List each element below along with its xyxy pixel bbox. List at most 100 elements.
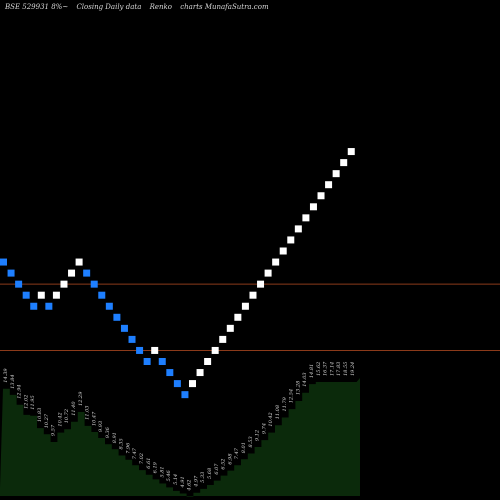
renko-brick-28 [211,346,219,354]
renko-brick-25 [189,380,196,388]
renko-brick-1 [7,269,15,277]
support-resistance-lines [0,283,500,351]
close-label-41: 11.79 [282,396,288,411]
renko-brick-31 [234,313,242,321]
renko-brick-27 [204,358,212,365]
renko-brick-19 [143,358,151,365]
chart-header: BSE 529931 8%~ Closing Daily data Renko … [5,3,275,11]
close-label-20: 7.02 [139,453,145,464]
renko-bricks [0,148,355,399]
close-label-45: 14.81 [309,364,315,378]
close-label-21: 6.61 [146,458,152,469]
renko-brick-34 [257,280,265,288]
close-label-46: 15.62 [316,362,322,376]
close-label-51: 19.24 [350,362,356,376]
close-label-47: 16.37 [323,361,329,376]
renko-brick-36 [272,258,280,266]
renko-brick-39 [294,225,302,233]
close-label-18: 7.96 [125,442,131,454]
renko-brick-8 [60,280,68,288]
close-label-31: 6.07 [214,463,220,475]
renko-brick-23 [173,380,181,388]
renko-brick-14 [105,302,113,310]
close-label-19: 7.47 [132,447,138,459]
site-label: charts MunafaSutra.com [180,3,269,11]
close-label-40: 11.08 [275,405,281,419]
close-label-4: 11.95 [30,395,36,409]
renko-brick-6 [45,302,53,310]
close-label-43: 13.28 [295,381,301,395]
close-label-24: 5.46 [166,469,172,481]
renko-brick-37 [279,247,287,255]
renko-brick-26 [196,369,204,377]
renko-brick-22 [166,369,174,377]
close-label-6: 10.27 [44,413,50,428]
renko-brick-4 [30,302,38,310]
close-label-35: 8.01 [241,442,247,453]
close-label-42: 12.54 [289,389,295,403]
renko-label: Renko [149,3,173,11]
close-label-22: 6.19 [153,461,159,473]
close-label-1: 13.84 [10,374,16,388]
renko-brick-46 [347,148,355,156]
close-label-23: 5.81 [159,466,165,477]
renko-brick-33 [249,291,257,299]
renko-brick-29 [219,335,227,343]
renko-brick-43 [325,181,333,189]
close-label-0: 14.39 [3,368,9,383]
close-label-30: 5.68 [207,468,213,479]
close-label-37: 9.12 [255,430,261,441]
close-label-12: 11.03 [85,406,91,420]
close-label-8: 10.42 [57,412,63,426]
renko-brick-17 [128,335,136,343]
volume-fill [0,378,360,497]
renko-brick-0 [0,258,7,266]
close-label-26: 4.91 [180,476,186,488]
close-label-50: 18.55 [343,362,349,376]
close-label-39: 10.42 [268,412,274,426]
close-label-36: 8.53 [248,436,254,447]
renko-brick-5 [37,291,45,299]
close-label-16: 8.91 [112,432,118,443]
close-label-9: 10.72 [64,409,70,423]
renko-brick-2 [15,280,23,288]
close-label-11: 12.29 [78,391,84,406]
close-label-5: 10.83 [37,408,43,422]
renko-brick-16 [120,324,128,332]
renko-brick-9 [68,269,76,277]
renko-brick-15 [113,313,121,321]
renko-brick-45 [340,159,348,167]
volume-area [0,378,360,497]
close-label-48: 17.14 [329,362,335,376]
close-label-15: 9.36 [105,426,111,438]
renko-brick-24 [181,391,189,399]
renko-brick-10 [75,258,83,266]
close-label-27: 4.62 [187,480,193,492]
renko-brick-20 [151,346,159,354]
close-label-33: 6.98 [227,453,233,464]
symbol-label: BSE 529931 8%~ [5,3,69,11]
renko-brick-11 [83,269,91,277]
renko-brick-40 [302,214,310,222]
close-label-2: 12.94 [17,384,23,398]
renko-brick-30 [226,324,234,332]
close-label-7: 9.57 [51,424,57,436]
renko-brick-21 [158,358,166,365]
renko-brick-7 [52,291,60,299]
renko-brick-44 [332,170,340,178]
renko-brick-3 [22,291,30,299]
close-label-17: 8.35 [119,438,125,449]
close-label-32: 6.52 [221,459,227,470]
renko-brick-35 [264,269,272,277]
renko-brick-12 [90,280,98,288]
close-label-38: 9.74 [261,423,267,434]
close-label-14: 9.93 [98,421,104,432]
close-label-3: 12.02 [23,395,29,409]
close-label-49: 17.83 [336,362,342,376]
close-label-28: 4.97 [193,475,199,488]
close-label-13: 10.47 [91,411,97,426]
renko-brick-38 [287,236,295,244]
close-label-10: 11.40 [71,401,77,416]
renko-brick-13 [98,291,106,299]
